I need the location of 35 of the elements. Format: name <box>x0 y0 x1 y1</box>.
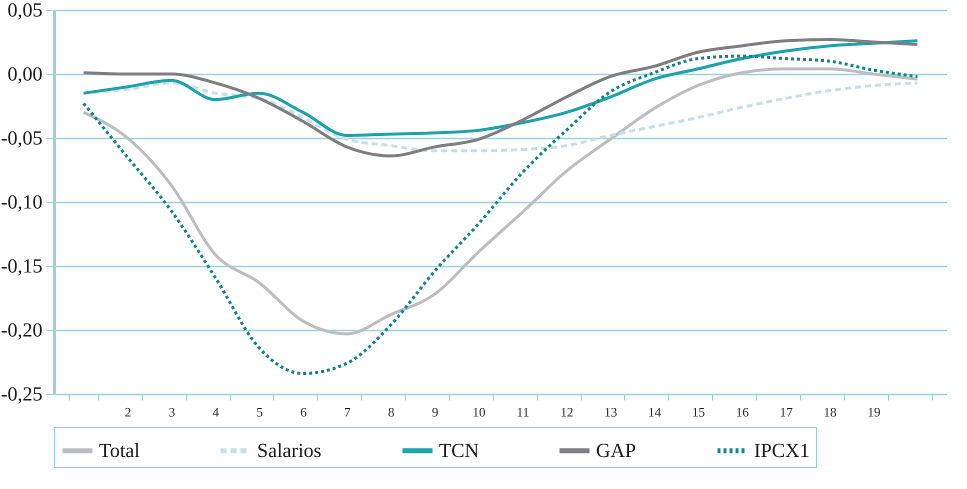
x-tick-label: 8 <box>388 404 395 420</box>
legend-label: Salarios <box>257 440 322 462</box>
x-tick-label: 18 <box>824 404 837 420</box>
x-tick-label: 5 <box>256 404 263 420</box>
line-series <box>82 67 919 336</box>
x-tick-label: 9 <box>432 404 438 420</box>
legend-label: TCN <box>439 440 479 462</box>
x-tick-label: 2 <box>124 404 132 420</box>
x-tick-label: 14 <box>648 404 662 420</box>
y-tick-label: 0,05 <box>8 0 42 22</box>
x-tick-label: 19 <box>868 404 880 420</box>
y-tick-label: 0,00 <box>8 64 42 86</box>
x-tick-label: 17 <box>780 404 794 420</box>
y-tick-label: -0,10 <box>0 192 42 214</box>
x-tick-label: 12 <box>560 404 574 420</box>
y-tick-label: -0,20 <box>0 320 42 342</box>
y-tick-label: -0,15 <box>0 256 42 278</box>
legend-label: IPCX1 <box>754 440 810 462</box>
x-tick-label: 11 <box>516 404 530 420</box>
line-series <box>82 81 919 152</box>
line-series <box>82 39 919 137</box>
x-tick-label: 3 <box>168 404 176 420</box>
x-tick-label: 6 <box>300 404 308 420</box>
x-tick-label: 4 <box>212 404 220 420</box>
legend-label: GAP <box>596 440 636 462</box>
line-series <box>82 38 919 158</box>
x-tick-label: 7 <box>344 404 352 420</box>
x-tick-label: 16 <box>736 404 750 420</box>
y-tick-label: -0,05 <box>0 128 42 150</box>
x-tick-label: 15 <box>692 404 705 420</box>
y-tick-label: -0,25 <box>0 384 42 406</box>
x-tick-label: 13 <box>604 404 618 420</box>
line-series <box>82 54 919 376</box>
x-tick-label: 10 <box>472 404 486 420</box>
legend-label: Total <box>99 440 140 462</box>
